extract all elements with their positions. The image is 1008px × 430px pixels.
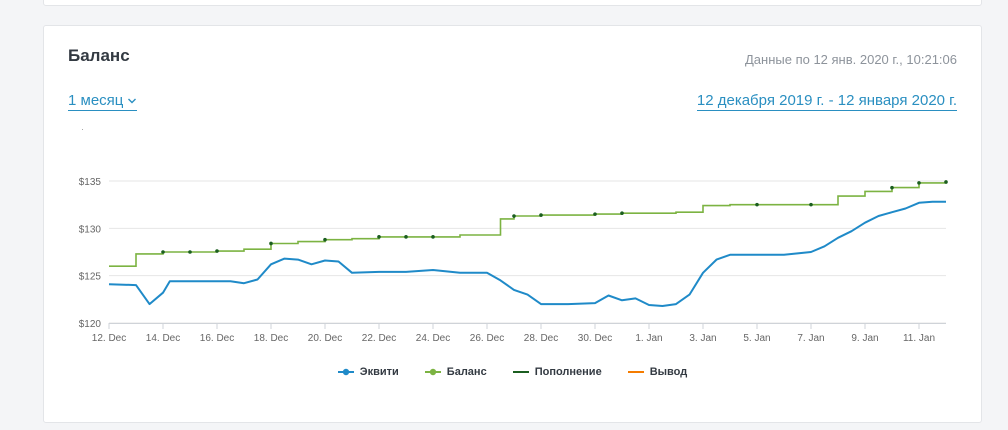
card-title: Баланс <box>68 46 130 65</box>
deposit-point <box>188 250 192 254</box>
x-tick-label: 28. Dec <box>524 333 558 344</box>
deposit-point <box>755 202 759 207</box>
series-line-balance <box>109 181 947 267</box>
deposit-point <box>323 237 327 242</box>
x-tick-label: 12. Dec <box>92 333 126 344</box>
period-label: 1 месяц <box>68 92 124 109</box>
deposit-point <box>593 212 597 216</box>
date-range-picker[interactable]: 12 декабря 2019 г. - 12 января 2020 г. <box>696 92 957 111</box>
balance-card: Баланс Данные по 12 янв. 2020 г., 10:21:… <box>43 25 982 423</box>
period-dropdown[interactable]: 1 месяц <box>68 92 138 111</box>
legend-item[interactable]: Баланс <box>424 366 487 378</box>
legend-label: Эквити <box>359 366 399 378</box>
x-tick-label: 14. Dec <box>146 333 180 344</box>
legend-marker-icon <box>337 368 354 376</box>
deposit-point <box>377 235 381 239</box>
legend-item[interactable]: Вывод <box>627 366 688 378</box>
x-tick-label: 11. Jan <box>903 333 935 344</box>
legend-label: Пополнение <box>534 366 602 378</box>
deposit-point <box>539 213 543 217</box>
y-tick-label: $125 <box>79 272 102 283</box>
x-tick-label: 18. Dec <box>254 333 288 344</box>
legend-label: Баланс <box>446 366 487 378</box>
x-tick-label: 1. Jan <box>635 333 662 344</box>
chart-grid <box>109 180 946 324</box>
chart-markers <box>161 180 948 254</box>
y-tick-label: $130 <box>79 224 102 235</box>
x-tick-label: 30. Dec <box>578 333 612 344</box>
deposit-point <box>431 235 435 239</box>
legend-label: Вывод <box>649 366 688 378</box>
deposit-point <box>161 250 165 254</box>
deposit-point <box>809 202 813 207</box>
x-tick-label: 5. Jan <box>743 333 770 344</box>
legend-marker-icon <box>424 368 441 376</box>
y-axis: $120 $125 $130 $135 · <box>79 124 102 330</box>
x-tick-label: 16. Dec <box>200 333 234 344</box>
x-tick-label: 9. Jan <box>851 333 878 344</box>
axis-top-mark: · <box>81 124 84 134</box>
previous-card-edge <box>43 0 982 6</box>
series-line-equity <box>108 200 946 307</box>
y-tick-label: $135 <box>79 177 102 188</box>
data-updated-label: Данные по 12 янв. 2020 г., 10:21:06 <box>744 52 957 67</box>
deposit-point <box>890 185 894 190</box>
x-tick-label: 22. Dec <box>362 333 396 344</box>
legend-item[interactable]: Пополнение <box>512 366 602 378</box>
deposit-point <box>404 235 408 239</box>
x-axis: 12. Dec 14. Dec 16. Dec 18. Dec 20. Dec 22. D… <box>92 323 946 344</box>
chart-legend: Эквити Баланс Пополнение Вывод <box>44 366 981 378</box>
x-tick-label: 7. Jan <box>797 333 824 344</box>
chevron-down-icon <box>128 98 137 103</box>
chart-series <box>108 181 947 307</box>
y-tick-label: $120 <box>79 319 102 330</box>
deposit-point <box>944 180 948 184</box>
x-tick-label: 24. Dec <box>416 333 450 344</box>
deposit-point <box>215 249 219 253</box>
legend-marker-icon <box>627 371 644 373</box>
x-tick-label: 3. Jan <box>689 333 716 344</box>
legend-marker-icon <box>512 371 529 373</box>
x-tick-label: 26. Dec <box>470 333 504 344</box>
legend-item[interactable]: Эквити <box>337 366 399 378</box>
balance-chart: $120$125$130$135· 12. Dec 14. Dec 16. Dec 1… <box>79 124 948 344</box>
deposit-point <box>620 211 624 215</box>
deposit-point <box>269 241 273 246</box>
deposit-point <box>917 181 921 185</box>
deposit-point <box>512 214 516 218</box>
x-tick-label: 20. Dec <box>308 333 342 344</box>
